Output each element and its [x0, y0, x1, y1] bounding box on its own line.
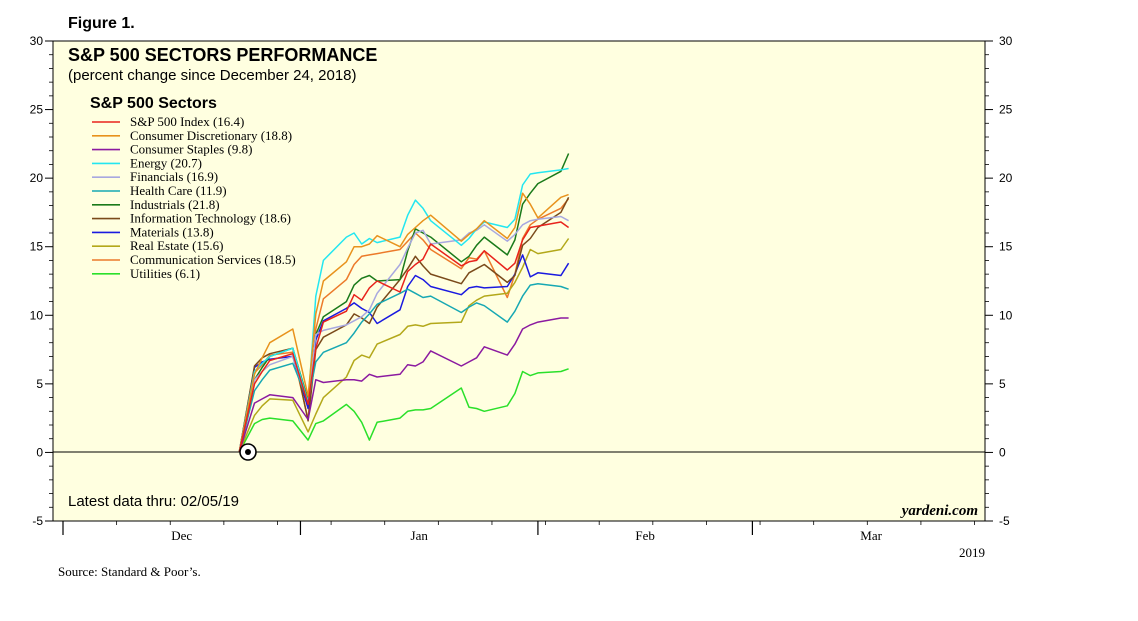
y-tick-label-left: 10 [30, 308, 44, 322]
chart-title: S&P 500 SECTORS PERFORMANCE [68, 45, 377, 65]
x-tick-label: Jan [411, 528, 429, 543]
origin-marker [239, 443, 257, 461]
y-tick-label-right: 0 [999, 445, 1006, 459]
x-tick-label: Mar [860, 528, 882, 543]
legend-label: S&P 500 Index (16.4) [130, 114, 244, 129]
legend-label: Consumer Staples (9.8) [130, 142, 252, 157]
y-tick-label-right: 5 [999, 377, 1006, 391]
legend-label: Health Care (11.9) [130, 183, 227, 198]
series-line [238, 196, 570, 453]
series-line [238, 238, 570, 453]
series-line [238, 192, 569, 453]
legend-label: Financials (16.9) [130, 169, 218, 184]
y-tick-label-left: 20 [30, 171, 44, 185]
x-tick-label: Feb [635, 528, 655, 543]
x-tick-label: Dec [171, 528, 192, 543]
legend-label: Communication Services (18.5) [130, 252, 296, 267]
legend-label: Materials (13.8) [130, 224, 214, 239]
source-note: Source: Standard & Poor’s. [58, 564, 201, 579]
legend-label: Information Technology (18.6) [130, 211, 291, 226]
legend-label: Energy (20.7) [130, 155, 202, 170]
y-tick-label-right: -5 [999, 514, 1010, 528]
y-tick-label-right: 20 [999, 171, 1013, 185]
y-tick-label-left: -5 [32, 514, 43, 528]
year-label: 2019 [959, 545, 985, 560]
plot-area [52, 40, 986, 522]
series-line [238, 317, 569, 453]
legend-label: Industrials (21.8) [130, 197, 220, 212]
series-layer [238, 153, 570, 453]
series-line [238, 221, 570, 453]
latest-data-note: Latest data thru: 02/05/19 [68, 493, 239, 510]
y-tick-label-left: 5 [36, 377, 43, 391]
y-tick-label-left: 25 [30, 103, 44, 117]
y-tick-label-right: 30 [999, 34, 1013, 48]
watermark: yardeni.com [900, 503, 978, 519]
y-tick-label-right: 10 [999, 308, 1013, 322]
y-tick-label-right: 25 [999, 103, 1013, 117]
y-tick-label-left: 30 [30, 34, 44, 48]
legend-title: S&P 500 Sectors [90, 95, 217, 112]
legend-label: Consumer Discretionary (18.8) [130, 128, 292, 143]
series-line [238, 167, 569, 453]
legend-label: Real Estate (15.6) [130, 238, 224, 253]
legend: S&P 500 Index (16.4)Consumer Discretiona… [92, 114, 296, 281]
axes: -5 -5 0 0 5 5 10 10 15 15 20 20 25 25 30 30 Dec Jan Feb Mar [30, 34, 1013, 543]
y-tick-label-right: 15 [999, 240, 1013, 254]
y-tick-label-left: 0 [36, 445, 43, 459]
chart-subtitle: (percent change since December 24, 2018) [68, 67, 357, 84]
y-tick-label-left: 15 [30, 240, 44, 254]
legend-label: Utilities (6.1) [130, 266, 200, 281]
figure-label: Figure 1. [68, 15, 135, 32]
series-line [238, 368, 569, 453]
